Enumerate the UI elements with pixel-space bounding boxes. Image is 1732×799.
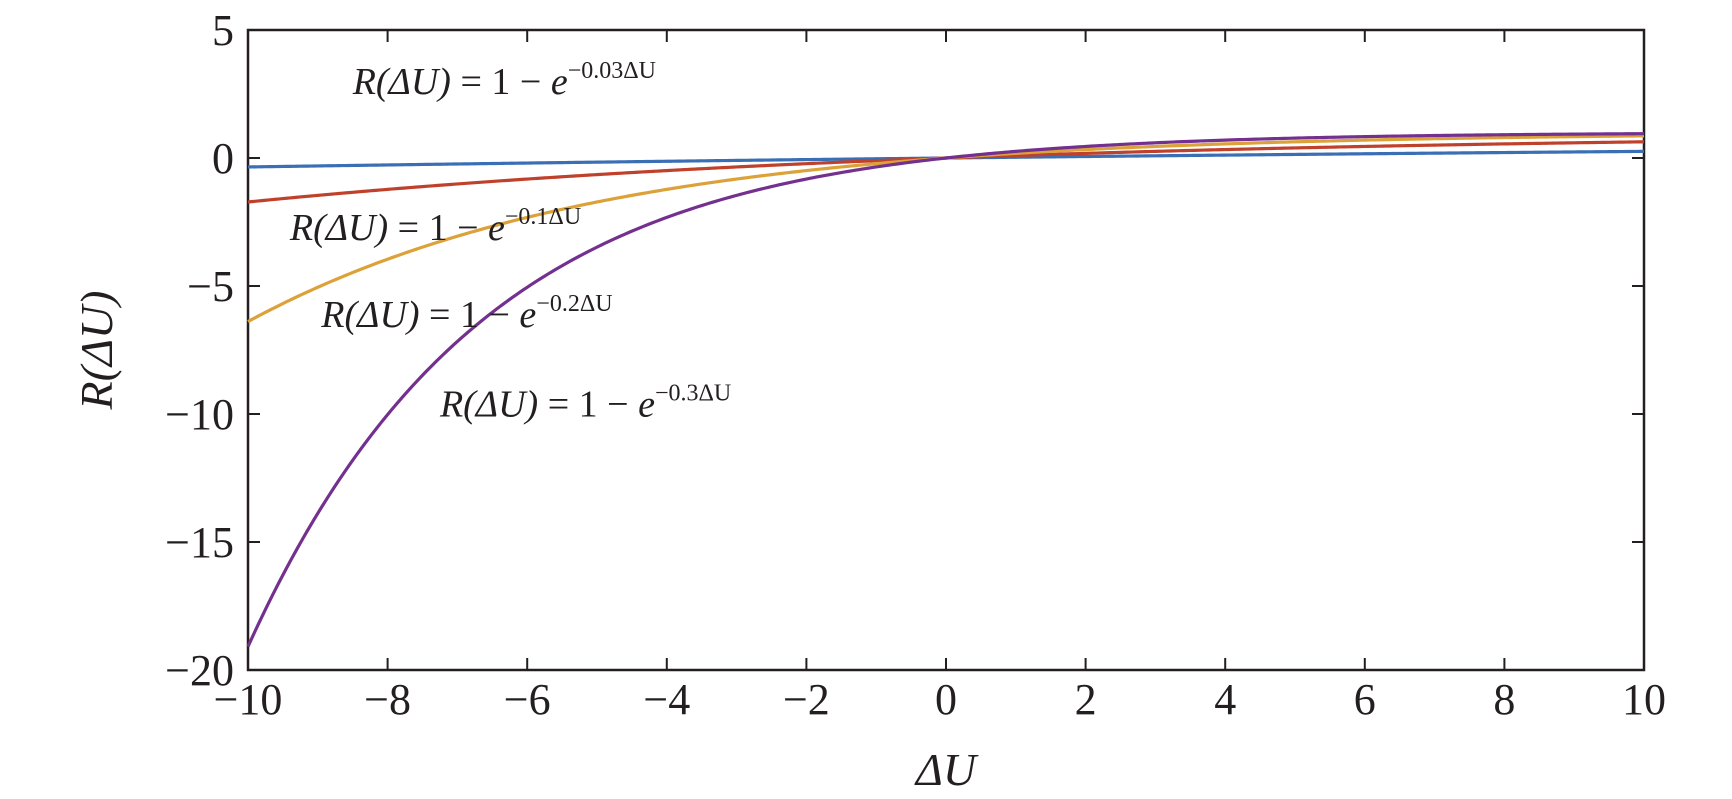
y-axis-label: R(ΔU) — [71, 291, 122, 411]
series-annotation: R(ΔU) = 1 − e−0.2ΔU — [320, 291, 612, 336]
series-line — [247, 140, 1645, 204]
series-annotation: R(ΔU) = 1 − e−0.1ΔU — [289, 204, 581, 249]
x-tick-label: −10 — [214, 675, 283, 724]
series-annotation: R(ΔU) = 1 − e−0.03ΔU — [352, 58, 656, 103]
series-line — [246, 132, 1645, 648]
y-tick-label: −10 — [165, 390, 234, 439]
x-tick-label: −2 — [783, 675, 830, 724]
annotation-layer: R(ΔU) = 1 − e−0.03ΔU R(ΔU) = 1 − e−0.1ΔU R… — [289, 58, 731, 426]
y-tick-label: 0 — [212, 134, 234, 183]
y-tick-label: −5 — [187, 262, 234, 311]
x-tick-label: 4 — [1214, 675, 1236, 724]
plot-frame — [246, 28, 1646, 672]
x-tick-label: −6 — [504, 675, 551, 724]
x-tick-label: 10 — [1622, 675, 1666, 724]
x-tick-label: −4 — [643, 675, 690, 724]
x-tick-label: 8 — [1493, 675, 1515, 724]
x-tick-label: −8 — [364, 675, 411, 724]
y-tick-label: −20 — [165, 646, 234, 695]
y-tick-label: −15 — [165, 518, 234, 567]
x-tick-label: 6 — [1354, 675, 1376, 724]
x-axis-label: ΔU — [914, 744, 979, 795]
x-tick-label: 2 — [1075, 675, 1097, 724]
x-tick-label: 0 — [935, 675, 957, 724]
series-annotation: R(ΔU) = 1 − e−0.3ΔU — [439, 381, 731, 426]
y-tick-label: 5 — [212, 6, 234, 55]
series-layer — [246, 132, 1645, 648]
